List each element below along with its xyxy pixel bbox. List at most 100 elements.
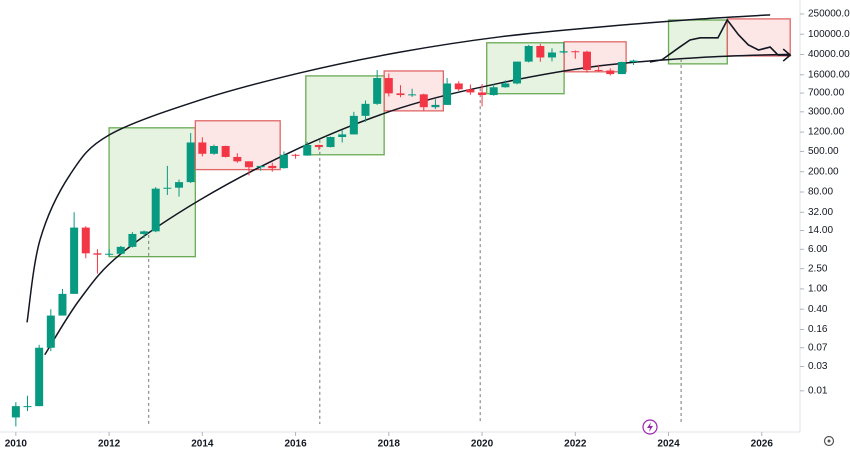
x-tick-label: 2018 <box>378 439 401 450</box>
candle-body <box>151 188 160 232</box>
candle-body <box>443 83 452 105</box>
candle <box>373 70 382 105</box>
candle-body <box>46 315 55 348</box>
settings-icon[interactable] <box>823 435 835 447</box>
candle-body <box>349 115 358 135</box>
rainbow-band <box>26 14 771 323</box>
candle-body <box>582 51 591 70</box>
candle-body <box>93 253 102 255</box>
candle-body <box>524 45 533 62</box>
candle-body <box>408 94 417 96</box>
candle-body <box>221 145 230 157</box>
candle <box>81 226 90 259</box>
candle <box>314 144 323 151</box>
candle <box>291 153 300 159</box>
candle <box>466 84 475 95</box>
candle <box>175 179 184 197</box>
settings-icon-dot <box>827 439 831 443</box>
candle <box>454 81 463 91</box>
candle <box>46 309 55 352</box>
candle-body <box>594 69 603 71</box>
candle-body <box>326 137 335 148</box>
candle <box>35 344 44 407</box>
y-tick-label: 500.00 <box>808 146 839 157</box>
candle <box>629 59 638 65</box>
candle-body <box>431 104 440 108</box>
flash-icon[interactable] <box>642 419 658 435</box>
candle-body <box>233 156 242 162</box>
y-tick-label: 2.50 <box>808 263 828 274</box>
candle <box>571 50 580 59</box>
candle-body <box>163 187 172 189</box>
candle <box>105 249 114 257</box>
candle-body <box>175 182 184 188</box>
candle-body <box>314 144 323 148</box>
candle-body <box>303 144 312 156</box>
y-tick-label: 80.00 <box>808 187 833 198</box>
candle <box>582 50 591 73</box>
y-tick-label: 0.03 <box>808 361 828 372</box>
candle-body <box>466 89 475 93</box>
candle-body <box>186 142 195 183</box>
x-tick-label: 2024 <box>657 439 680 450</box>
candle <box>547 48 556 62</box>
y-tick-label: 14.00 <box>808 225 833 236</box>
x-tick-label: 2020 <box>471 439 494 450</box>
candle <box>140 230 149 238</box>
candle <box>23 395 32 412</box>
candle-body <box>419 94 428 108</box>
y-tick-label: 0.16 <box>808 324 828 335</box>
candle-body <box>571 51 580 53</box>
candle-body <box>128 233 137 247</box>
candle <box>151 187 160 233</box>
cycle-box <box>563 41 627 73</box>
candle <box>419 93 428 111</box>
candle <box>617 61 626 75</box>
candle <box>221 145 230 158</box>
y-tick-label: 7000.00 <box>808 88 845 99</box>
candle <box>431 99 440 110</box>
settings-icon-ring <box>823 435 835 447</box>
y-tick-label: 0.01 <box>808 385 828 396</box>
candle-body <box>268 165 277 169</box>
cycle-box <box>383 70 445 112</box>
y-tick-label: 100000.00 <box>808 29 850 40</box>
candle <box>268 162 277 172</box>
candle <box>338 130 347 143</box>
candle <box>559 42 568 54</box>
y-tick-label: 1.00 <box>808 284 828 295</box>
y-tick-label: 40000.00 <box>808 49 850 60</box>
x-tick-label: 2016 <box>284 439 307 450</box>
candle-body <box>559 51 568 53</box>
candle-body <box>279 154 288 169</box>
cycle-box <box>305 75 385 156</box>
y-tick-label: 32.00 <box>808 207 833 218</box>
candle <box>489 84 498 96</box>
candle-body <box>373 78 382 104</box>
candle-body <box>454 83 463 90</box>
candle <box>513 61 522 85</box>
y-tick-label: 3000.00 <box>808 106 845 117</box>
candle <box>303 141 312 156</box>
candle-body <box>209 145 218 154</box>
x-tick-label: 2022 <box>564 439 587 450</box>
y-tick-label: 200.00 <box>808 166 839 177</box>
y-tick-label: 250000.00 <box>808 9 850 20</box>
candle <box>349 111 358 135</box>
candle <box>233 153 242 163</box>
candle-body <box>105 253 114 255</box>
candle <box>361 100 370 122</box>
candle <box>536 43 545 62</box>
candle <box>209 144 218 155</box>
candle-body <box>70 227 79 294</box>
candle-body <box>489 87 498 96</box>
y-tick-label: 1200.00 <box>808 127 845 138</box>
candle <box>326 136 335 148</box>
y-tick-label: 6.00 <box>808 244 828 255</box>
candle-body <box>606 70 615 75</box>
candle <box>384 73 393 97</box>
x-tick-label: 2014 <box>191 439 214 450</box>
candle-body <box>116 246 125 254</box>
